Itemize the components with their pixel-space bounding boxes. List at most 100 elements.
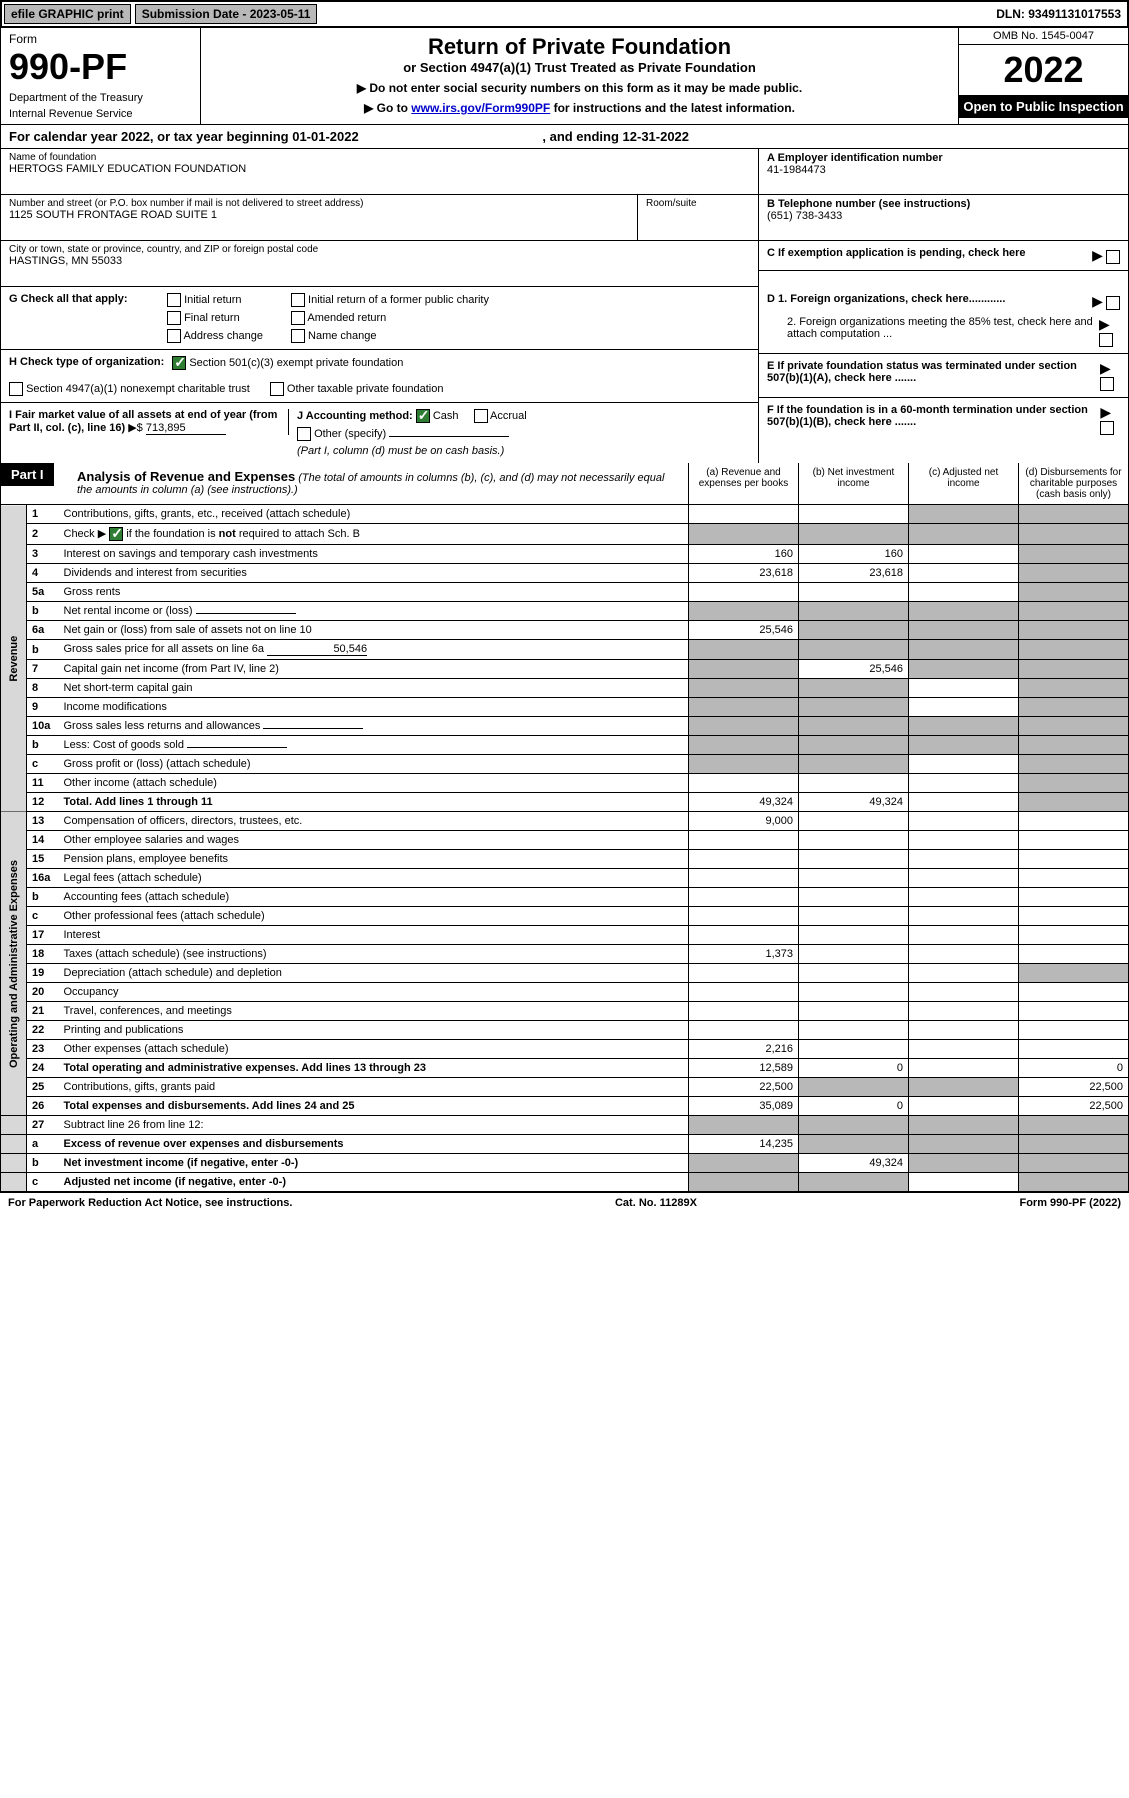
- efile-print-button[interactable]: efile GRAPHIC print: [4, 4, 131, 24]
- value-cell: [909, 679, 1019, 698]
- checkbox-501c3[interactable]: [172, 356, 186, 370]
- value-cell: [909, 698, 1019, 717]
- col-c-header: (c) Adjusted net income: [908, 463, 1018, 504]
- value-cell: [689, 717, 799, 736]
- value-cell: [799, 583, 909, 602]
- value-cell: 1,373: [689, 945, 799, 964]
- table-row: bNet rental income or (loss): [1, 602, 1129, 621]
- form-header: Form 990-PF Department of the Treasury I…: [0, 28, 1129, 125]
- line-number: c: [27, 907, 59, 926]
- checkbox-initial-return[interactable]: [167, 293, 181, 307]
- checkbox-other-taxable[interactable]: [270, 382, 284, 396]
- checkbox-f[interactable]: [1100, 421, 1114, 435]
- value-cell: [909, 564, 1019, 583]
- checkbox-e[interactable]: [1100, 377, 1114, 391]
- value-cell: [1019, 717, 1129, 736]
- checkbox-4947a1[interactable]: [9, 382, 23, 396]
- value-cell: [799, 774, 909, 793]
- value-cell: [909, 812, 1019, 831]
- line-number: 9: [27, 698, 59, 717]
- value-cell: [689, 602, 799, 621]
- checkbox-address-change[interactable]: [167, 329, 181, 343]
- checkbox-final-return[interactable]: [167, 311, 181, 325]
- value-cell: [1019, 907, 1129, 926]
- value-cell: [1019, 983, 1129, 1002]
- line-number: b: [27, 888, 59, 907]
- foundation-name-cell: Name of foundation HERTOGS FAMILY EDUCAT…: [1, 149, 758, 195]
- table-row: 20Occupancy: [1, 983, 1129, 1002]
- value-cell: [799, 907, 909, 926]
- table-row: 18Taxes (attach schedule) (see instructi…: [1, 945, 1129, 964]
- table-row: 10aGross sales less returns and allowanc…: [1, 717, 1129, 736]
- line-description: Adjusted net income (if negative, enter …: [59, 1173, 689, 1192]
- irs-link[interactable]: www.irs.gov/Form990PF: [411, 101, 550, 115]
- part1-label-cell: Part I: [1, 463, 71, 504]
- checkbox-other-method[interactable]: [297, 427, 311, 441]
- table-row: 5aGross rents: [1, 583, 1129, 602]
- spacer-cell: [1, 1116, 27, 1135]
- line-description: Dividends and interest from securities: [59, 564, 689, 583]
- accrual-label: Accrual: [490, 410, 527, 422]
- checkbox-amended[interactable]: [291, 311, 305, 325]
- line-number: 23: [27, 1040, 59, 1059]
- value-cell: [909, 774, 1019, 793]
- value-cell: [1019, 964, 1129, 983]
- checkbox-d1[interactable]: [1106, 296, 1120, 310]
- value-cell: 0: [799, 1059, 909, 1078]
- checkbox-name-change[interactable]: [291, 329, 305, 343]
- line-number: 20: [27, 983, 59, 1002]
- value-cell: 160: [799, 545, 909, 564]
- table-row: 23Other expenses (attach schedule)2,216: [1, 1040, 1129, 1059]
- table-row: 24Total operating and administrative exp…: [1, 1059, 1129, 1078]
- value-cell: 22,500: [689, 1078, 799, 1097]
- value-cell: [1019, 793, 1129, 812]
- value-cell: 23,618: [799, 564, 909, 583]
- value-cell: [799, 602, 909, 621]
- value-cell: [689, 869, 799, 888]
- value-cell: [689, 907, 799, 926]
- value-cell: [1019, 660, 1129, 679]
- value-cell: 35,089: [689, 1097, 799, 1116]
- value-cell: [1019, 755, 1129, 774]
- line-description: Taxes (attach schedule) (see instruction…: [59, 945, 689, 964]
- value-cell: [689, 583, 799, 602]
- line-number: 5a: [27, 583, 59, 602]
- line-description: Total expenses and disbursements. Add li…: [59, 1097, 689, 1116]
- value-cell: [1019, 524, 1129, 545]
- checkbox-c[interactable]: [1106, 250, 1120, 264]
- value-cell: [1019, 831, 1129, 850]
- value-cell: [909, 907, 1019, 926]
- table-row: 16aLegal fees (attach schedule): [1, 869, 1129, 888]
- value-cell: [1019, 945, 1129, 964]
- value-cell: [1019, 926, 1129, 945]
- amended-label: Amended return: [307, 312, 386, 324]
- initial-former-label: Initial return of a former public charit…: [308, 294, 489, 306]
- value-cell: [909, 793, 1019, 812]
- line-description: Interest on savings and temporary cash i…: [59, 545, 689, 564]
- section-c-cell: C If exemption application is pending, c…: [759, 241, 1128, 271]
- value-cell: [909, 926, 1019, 945]
- value-cell: [799, 1078, 909, 1097]
- value-cell: [909, 983, 1019, 1002]
- line-description: Total operating and administrative expen…: [59, 1059, 689, 1078]
- line-description: Accounting fees (attach schedule): [59, 888, 689, 907]
- entity-info-grid: Name of foundation HERTOGS FAMILY EDUCAT…: [0, 149, 1129, 287]
- value-cell: 23,618: [689, 564, 799, 583]
- line-number: 26: [27, 1097, 59, 1116]
- table-row: 14Other employee salaries and wages: [1, 831, 1129, 850]
- checkbox-d2[interactable]: [1099, 333, 1113, 347]
- table-row: 8Net short-term capital gain: [1, 679, 1129, 698]
- value-cell: [909, 545, 1019, 564]
- value-cell: [1019, 564, 1129, 583]
- value-cell: [689, 660, 799, 679]
- line-description: Gross sales less returns and allowances: [59, 717, 689, 736]
- line-description: Capital gain net income (from Part IV, l…: [59, 660, 689, 679]
- value-cell: [1019, 869, 1129, 888]
- checkbox-initial-former[interactable]: [291, 293, 305, 307]
- dept-treasury: Department of the Treasury: [9, 92, 192, 104]
- checkbox-sch-b[interactable]: [109, 527, 123, 541]
- section-g-label: G Check all that apply:: [9, 293, 159, 305]
- checkbox-cash[interactable]: [416, 409, 430, 423]
- checkbox-accrual[interactable]: [474, 409, 488, 423]
- section-j-label: J Accounting method:: [297, 410, 413, 422]
